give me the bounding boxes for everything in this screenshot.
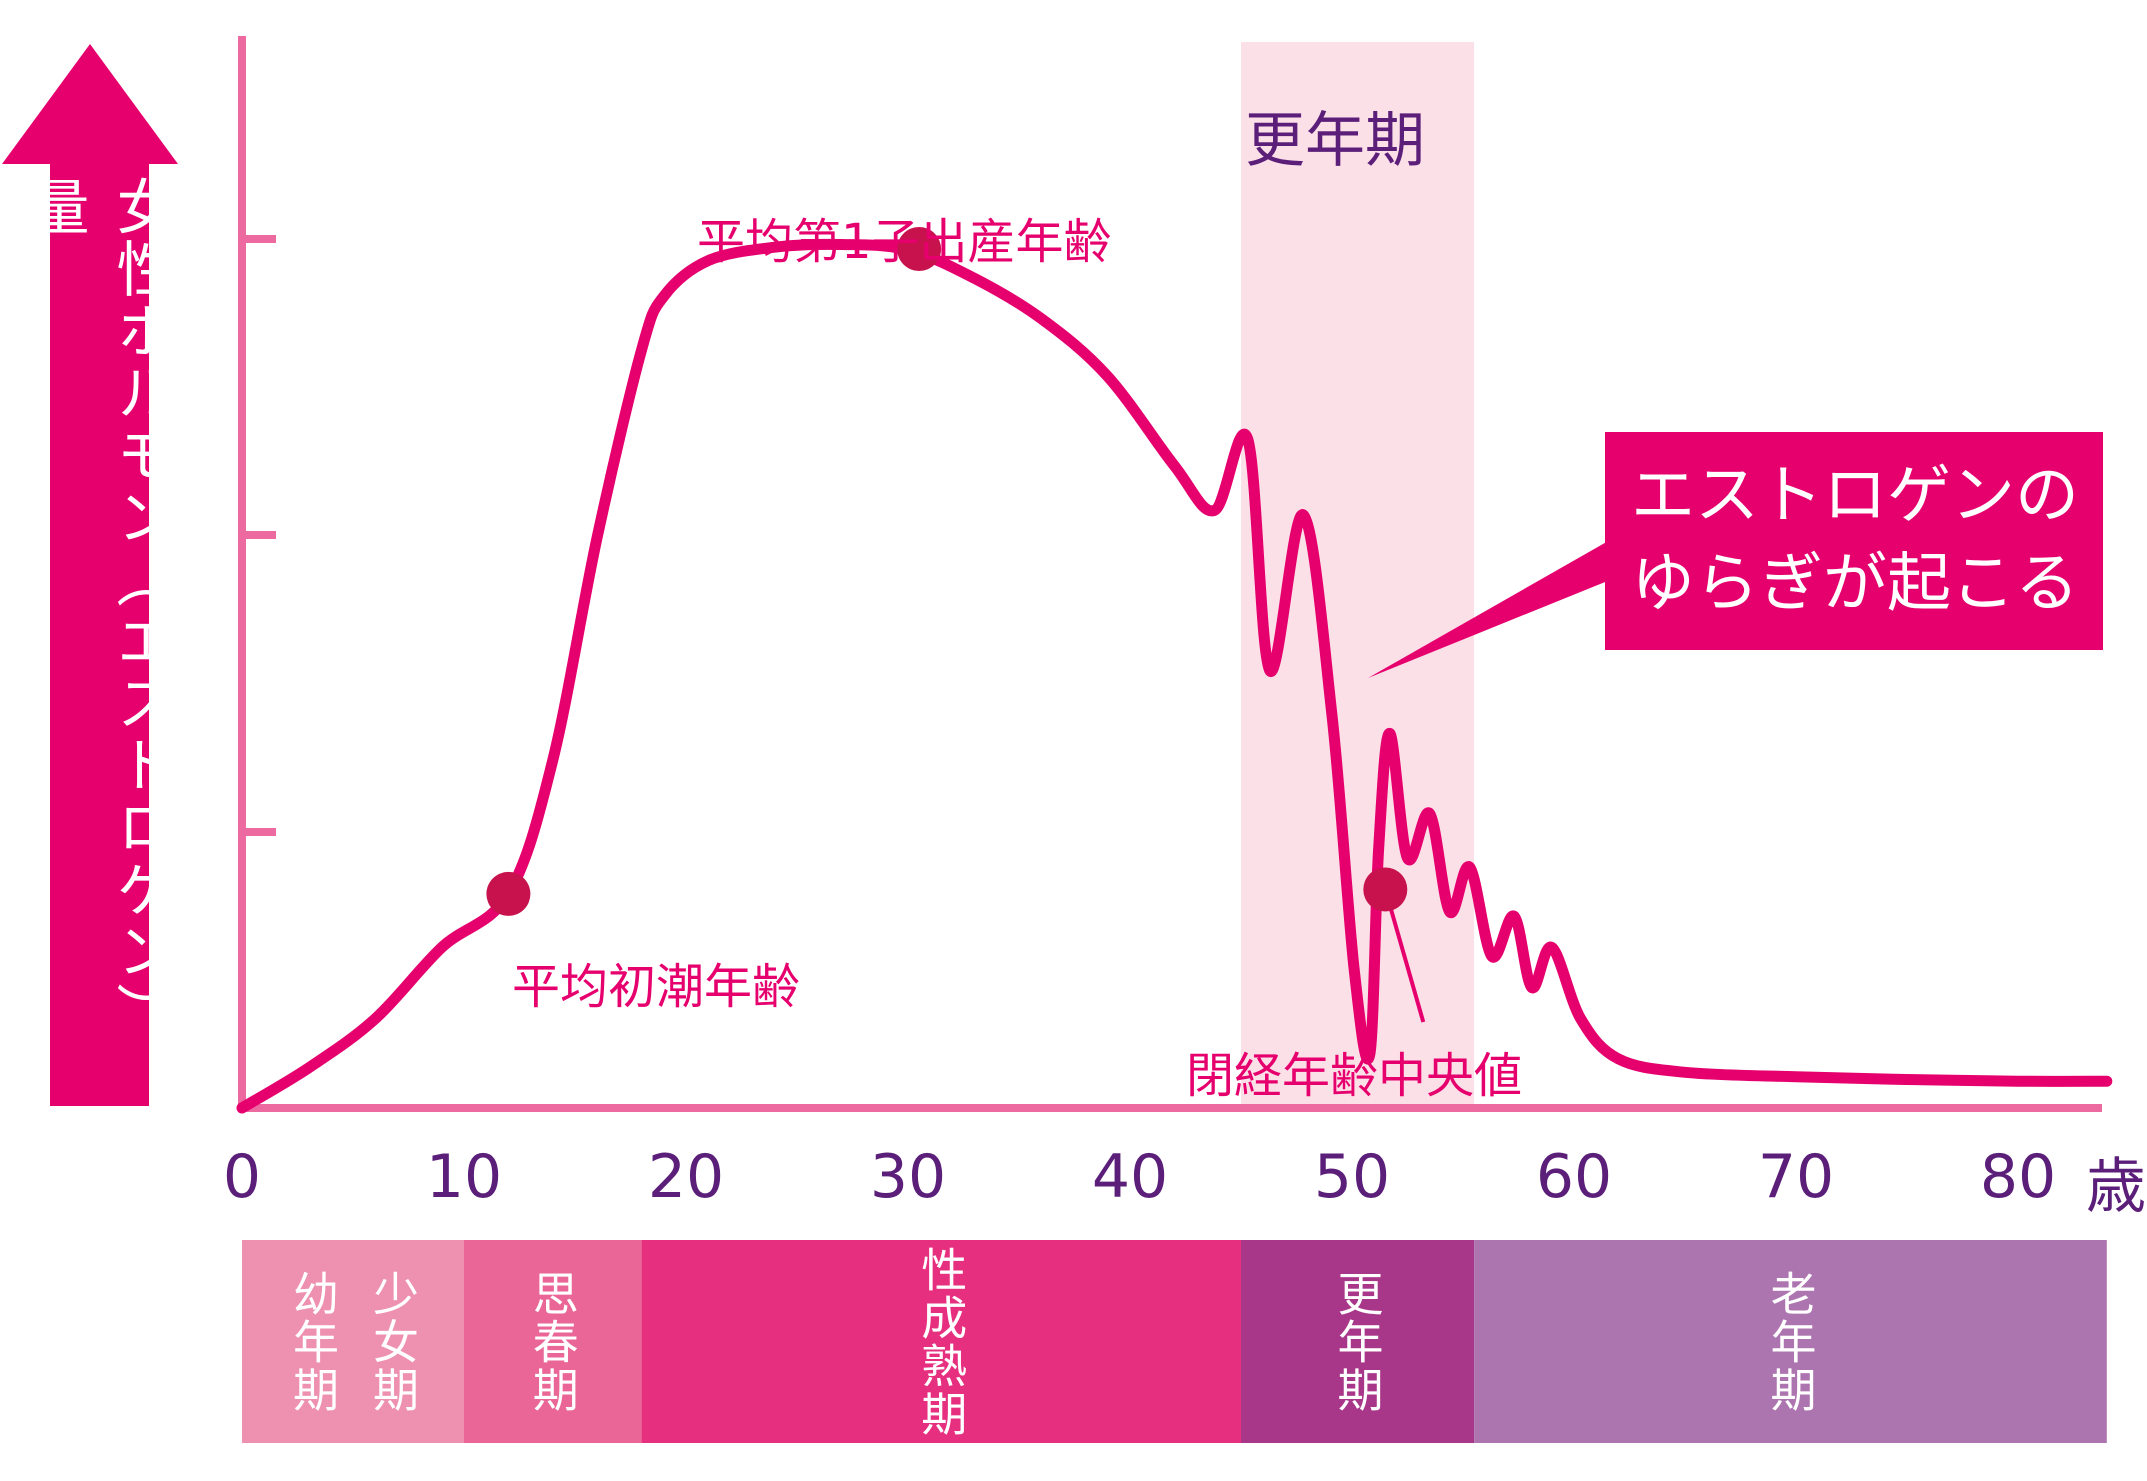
annotation-label: 平均初潮年齢 xyxy=(512,959,801,1015)
life-stage: 少女期 幼年期 xyxy=(242,1240,464,1443)
life-stage: 思春期 xyxy=(464,1240,642,1443)
estrogen-curve xyxy=(236,238,2113,1114)
annotation-label: 閉経年齢中央値 xyxy=(1186,1048,1523,1104)
life-stage-label: 老年期 xyxy=(1763,1269,1818,1414)
x-axis-unit: 歳 xyxy=(2086,1152,2146,1222)
life-stage-bar xyxy=(242,1240,464,1443)
x-tick-label: 0 xyxy=(222,1142,262,1212)
x-tick-label: 10 xyxy=(425,1142,503,1212)
menopause-band xyxy=(1241,42,1475,1112)
life-stage-label: 幼年期 xyxy=(286,1269,340,1414)
x-tick-label: 50 xyxy=(1313,1142,1391,1212)
callout-tail xyxy=(1368,540,1610,678)
life-stage: 性成熟期 xyxy=(642,1240,1241,1443)
life-stage-bar xyxy=(1474,1240,2107,1443)
life-stage: 老年期 xyxy=(1474,1240,2107,1443)
annotation-marker xyxy=(897,227,942,272)
life-stage-label: 少女期 xyxy=(366,1269,420,1414)
y-axis-label: 女性ホルモン（エストロゲン）量 xyxy=(19,176,176,1044)
life-stage-label: 思春期 xyxy=(525,1269,580,1414)
band-label: 更年期 xyxy=(1245,106,1425,176)
life-stage-bar xyxy=(1241,1240,1475,1443)
annotation-label: 平均第1子出産年齢 xyxy=(697,214,1112,270)
x-tick-label: 40 xyxy=(1091,1142,1169,1212)
menopause-pointer xyxy=(1383,888,1426,1023)
y-axis-arrow xyxy=(2,44,178,1106)
x-tick-label: 60 xyxy=(1535,1142,1613,1212)
annotation-marker xyxy=(486,871,531,916)
life-stage: 更年期 xyxy=(1241,1240,1474,1443)
x-tick-label: 70 xyxy=(1757,1142,1835,1212)
callout-line: ゆらぎが起こる xyxy=(1631,547,2079,621)
life-stage-label: 更年期 xyxy=(1330,1269,1385,1414)
life-stage-label: 性成熟期 xyxy=(914,1245,969,1438)
x-tick-label: 80 xyxy=(1979,1142,2057,1212)
annotation-marker xyxy=(1363,867,1408,912)
life-stage-bar xyxy=(464,1240,642,1443)
callout-line: エストロゲンの xyxy=(1631,459,2079,533)
x-tick-label: 20 xyxy=(647,1142,725,1212)
x-tick-label: 30 xyxy=(869,1142,947,1212)
callout-box: エストロゲンの ゆらぎが起こる xyxy=(1605,432,2103,650)
life-stage-bar xyxy=(641,1240,1241,1443)
